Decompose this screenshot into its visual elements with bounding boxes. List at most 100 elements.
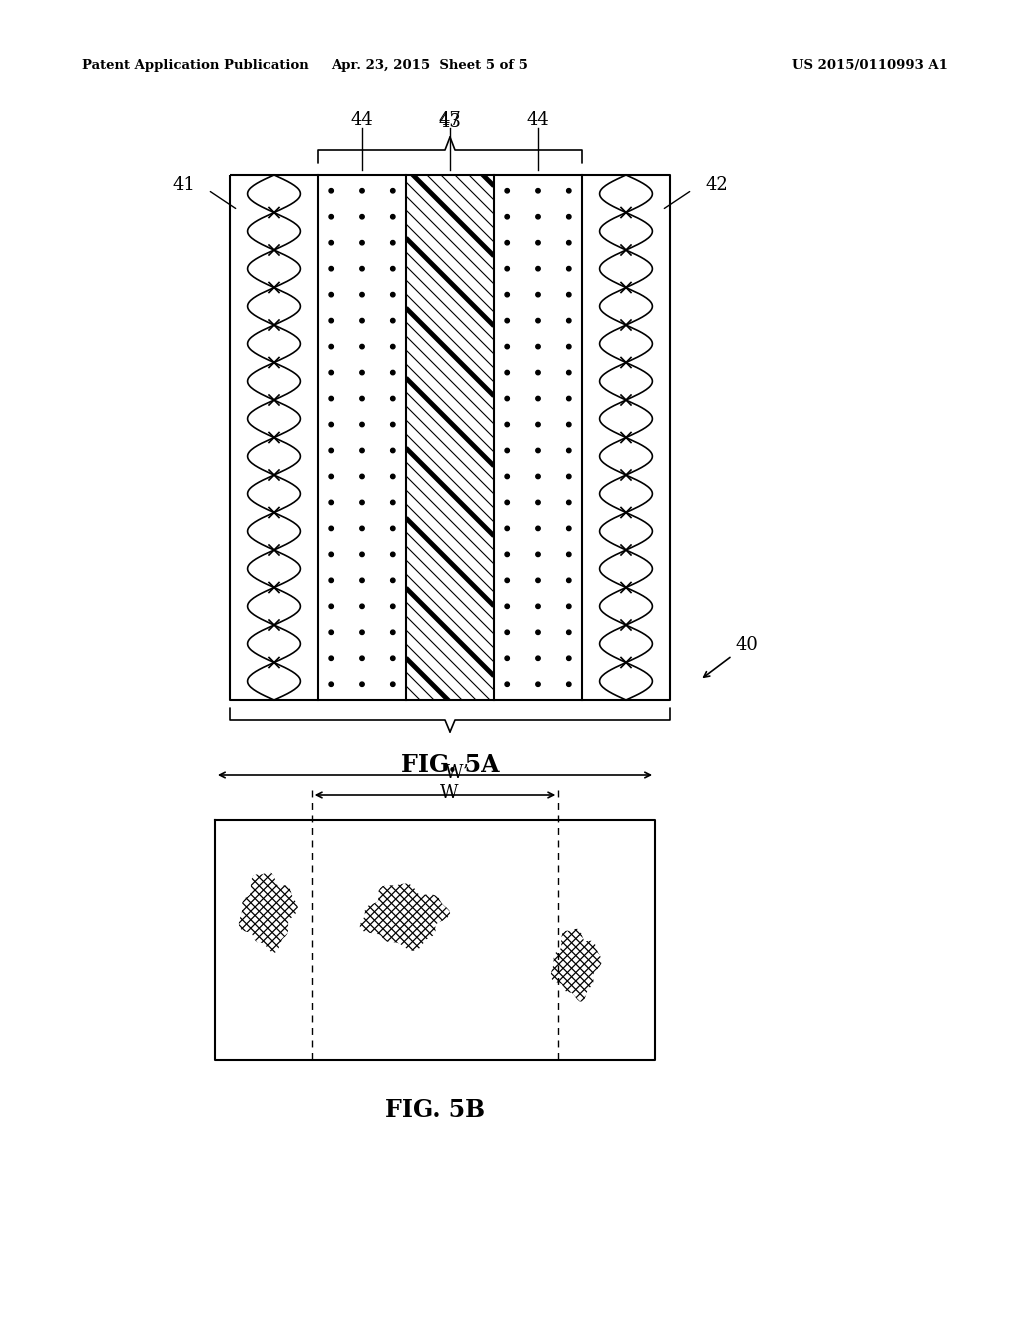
Circle shape (536, 318, 541, 323)
Text: 44: 44 (350, 111, 374, 129)
Circle shape (390, 318, 395, 323)
Circle shape (536, 474, 541, 479)
Circle shape (536, 240, 541, 246)
Circle shape (505, 656, 509, 660)
Circle shape (536, 215, 541, 219)
Circle shape (390, 215, 395, 219)
Text: 40: 40 (703, 636, 758, 677)
Circle shape (390, 189, 395, 193)
Circle shape (390, 240, 395, 246)
Text: 42: 42 (705, 176, 728, 194)
Circle shape (536, 605, 541, 609)
Text: 43: 43 (438, 114, 462, 131)
Circle shape (359, 267, 365, 271)
Circle shape (505, 474, 509, 479)
Circle shape (359, 345, 365, 348)
Circle shape (505, 371, 509, 375)
Circle shape (566, 240, 571, 246)
Circle shape (359, 318, 365, 323)
Text: 47: 47 (438, 111, 462, 129)
Circle shape (505, 345, 509, 348)
Circle shape (359, 552, 365, 557)
Circle shape (329, 605, 334, 609)
Text: W: W (440, 784, 459, 803)
Circle shape (536, 189, 541, 193)
Circle shape (566, 396, 571, 401)
Text: W’: W’ (445, 764, 470, 781)
Circle shape (329, 552, 334, 557)
Circle shape (566, 345, 571, 348)
Circle shape (390, 449, 395, 453)
Circle shape (359, 656, 365, 660)
Circle shape (329, 215, 334, 219)
Circle shape (329, 474, 334, 479)
Circle shape (505, 552, 509, 557)
Text: 41: 41 (172, 176, 195, 194)
Circle shape (536, 656, 541, 660)
Circle shape (566, 449, 571, 453)
Text: FIG. 5A: FIG. 5A (400, 752, 500, 777)
Circle shape (505, 682, 509, 686)
Circle shape (536, 552, 541, 557)
Circle shape (536, 422, 541, 426)
Circle shape (329, 267, 334, 271)
Circle shape (359, 422, 365, 426)
Circle shape (566, 656, 571, 660)
Circle shape (536, 449, 541, 453)
Circle shape (566, 682, 571, 686)
Circle shape (505, 318, 509, 323)
Circle shape (536, 345, 541, 348)
Circle shape (390, 605, 395, 609)
Circle shape (566, 605, 571, 609)
Circle shape (505, 293, 509, 297)
Circle shape (359, 215, 365, 219)
Circle shape (359, 605, 365, 609)
Circle shape (566, 527, 571, 531)
Circle shape (359, 500, 365, 504)
Circle shape (329, 240, 334, 246)
Circle shape (390, 396, 395, 401)
Circle shape (505, 215, 509, 219)
Circle shape (536, 527, 541, 531)
Circle shape (536, 267, 541, 271)
Circle shape (359, 578, 365, 582)
Circle shape (505, 630, 509, 635)
Circle shape (390, 293, 395, 297)
Circle shape (566, 371, 571, 375)
Circle shape (536, 578, 541, 582)
Circle shape (390, 500, 395, 504)
Circle shape (505, 500, 509, 504)
Circle shape (359, 371, 365, 375)
Circle shape (329, 500, 334, 504)
Circle shape (566, 293, 571, 297)
PathPatch shape (406, 176, 494, 700)
Circle shape (390, 682, 395, 686)
Circle shape (329, 656, 334, 660)
Circle shape (359, 240, 365, 246)
Circle shape (566, 318, 571, 323)
Text: FIG. 5B: FIG. 5B (385, 1098, 485, 1122)
Circle shape (390, 656, 395, 660)
Circle shape (359, 682, 365, 686)
Circle shape (390, 578, 395, 582)
Circle shape (505, 422, 509, 426)
Circle shape (390, 552, 395, 557)
Circle shape (329, 345, 334, 348)
Circle shape (359, 527, 365, 531)
Circle shape (566, 578, 571, 582)
Circle shape (329, 371, 334, 375)
Circle shape (566, 552, 571, 557)
Circle shape (390, 422, 395, 426)
Circle shape (359, 396, 365, 401)
Text: Apr. 23, 2015  Sheet 5 of 5: Apr. 23, 2015 Sheet 5 of 5 (332, 58, 528, 71)
Circle shape (390, 527, 395, 531)
Circle shape (536, 371, 541, 375)
Circle shape (329, 449, 334, 453)
Circle shape (390, 474, 395, 479)
Text: US 2015/0110993 A1: US 2015/0110993 A1 (792, 58, 948, 71)
Circle shape (566, 500, 571, 504)
Circle shape (390, 630, 395, 635)
Circle shape (536, 682, 541, 686)
Circle shape (566, 267, 571, 271)
Circle shape (329, 318, 334, 323)
